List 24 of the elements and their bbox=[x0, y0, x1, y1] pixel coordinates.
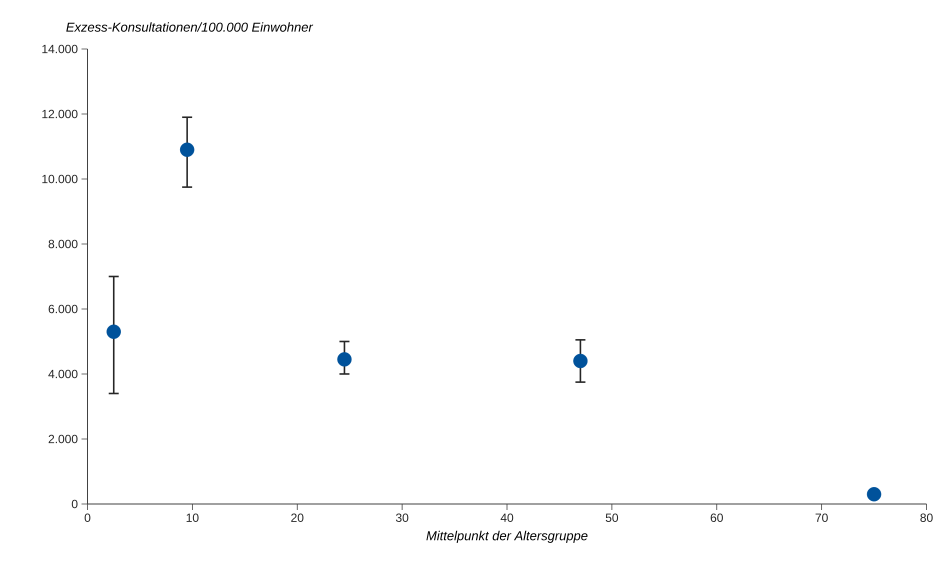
x-tick-label: 10 bbox=[186, 514, 199, 522]
x-tick-label: 70 bbox=[816, 514, 828, 522]
x-axis-title: Mittelpunkt der Altersgruppe bbox=[426, 530, 588, 543]
y-tick-label: 12.000 bbox=[42, 110, 78, 118]
point bbox=[106, 324, 121, 339]
point bbox=[573, 354, 588, 368]
y-tick-label: 0 bbox=[72, 500, 78, 508]
x-tick-label: 0 bbox=[84, 514, 90, 522]
y-tick-label: 2.000 bbox=[48, 434, 78, 444]
x-tick-label: 40 bbox=[500, 514, 514, 522]
x-tick-label: 30 bbox=[396, 514, 408, 522]
x-tick-label: 50 bbox=[606, 514, 618, 522]
y-axis-title: Exzess-Konsultationen/100.000 Einwohner bbox=[66, 22, 314, 32]
y-tick-label: 10.000 bbox=[42, 174, 78, 184]
x-tick-label: 60 bbox=[710, 514, 723, 522]
y-tick-label: 14.000 bbox=[42, 44, 78, 54]
point bbox=[866, 487, 882, 502]
point bbox=[180, 142, 194, 157]
x-tick-label: 20 bbox=[291, 514, 304, 522]
y-tick-label: 8.000 bbox=[48, 240, 78, 248]
point bbox=[337, 352, 352, 367]
x-tick-label: 80 bbox=[920, 514, 933, 522]
y-tick-label: 4.000 bbox=[48, 370, 78, 378]
y-tick-label: 6.000 bbox=[48, 304, 78, 314]
